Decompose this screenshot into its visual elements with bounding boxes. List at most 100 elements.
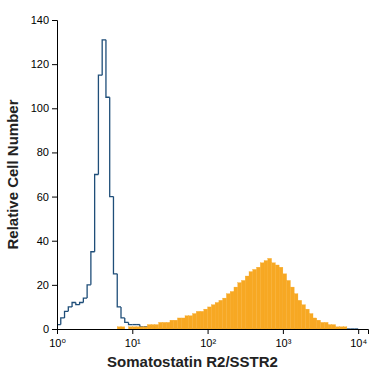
histogram-bar xyxy=(110,329,114,330)
histogram-bar xyxy=(223,298,227,329)
x-tick-mark xyxy=(283,329,284,334)
x-tick-mark xyxy=(358,329,359,334)
histogram-bar xyxy=(328,325,332,329)
histogram-bar xyxy=(238,283,242,329)
histogram-bar xyxy=(272,263,276,329)
histogram-bar xyxy=(196,311,200,329)
x-tick-mark xyxy=(208,329,209,334)
series-1 xyxy=(117,258,347,329)
histogram-bar xyxy=(305,309,309,329)
histogram-step xyxy=(91,252,95,285)
x-tick-label: 10¹ xyxy=(125,337,141,349)
y-tick-label: 100 xyxy=(31,102,49,114)
histogram-bar xyxy=(298,300,302,329)
histogram-bar xyxy=(68,329,72,330)
histogram-bar xyxy=(354,329,358,330)
histogram-bar xyxy=(290,287,294,329)
x-tick-label: 10⁰ xyxy=(49,337,66,349)
histogram-bar xyxy=(208,307,212,329)
x-tick: 10³ xyxy=(275,329,291,349)
histogram-bar xyxy=(260,263,264,329)
histogram-bar xyxy=(159,322,163,329)
y-tick: 100 xyxy=(31,102,57,114)
histogram-bar xyxy=(245,276,249,329)
histogram-step xyxy=(110,97,114,196)
histogram-bar xyxy=(155,325,159,329)
histogram-bar xyxy=(132,327,136,329)
x-axis-title: Somatostatin R2/SSTR2 xyxy=(107,353,278,370)
histogram-bar xyxy=(102,329,106,330)
histogram-bar xyxy=(230,291,234,329)
histogram-bar xyxy=(211,305,215,329)
histogram-bar xyxy=(106,329,110,330)
histogram-bar xyxy=(136,327,140,329)
histogram-step xyxy=(106,40,110,97)
histogram-bar xyxy=(279,267,283,329)
histogram-bar xyxy=(257,267,261,329)
histogram-bar xyxy=(215,303,219,329)
histogram-bar xyxy=(332,325,336,329)
histogram-step xyxy=(140,325,144,327)
histogram-step xyxy=(83,298,87,302)
series-0 xyxy=(57,40,358,329)
histogram-bar xyxy=(193,314,197,329)
y-tick-mark xyxy=(52,197,57,198)
histogram-bar xyxy=(140,327,144,329)
y-tick: 40 xyxy=(37,235,57,247)
y-tick-label: 40 xyxy=(37,235,49,247)
y-axis-title: Relative Cell Number xyxy=(4,99,21,249)
histogram-step xyxy=(117,274,121,307)
histogram-bar xyxy=(185,316,189,329)
histogram-bar xyxy=(309,314,313,329)
histogram-bar xyxy=(147,325,151,329)
histogram-bar xyxy=(170,320,174,329)
y-tick-label: 120 xyxy=(31,58,49,70)
histogram-step xyxy=(351,328,355,329)
x-tick: 10⁰ xyxy=(49,329,66,349)
y-tick-mark xyxy=(52,152,57,153)
histogram-bar xyxy=(151,325,155,329)
y-tick-label: 0 xyxy=(43,323,49,335)
histogram-bar xyxy=(226,294,230,329)
histogram-bar xyxy=(91,329,95,330)
x-axis-line xyxy=(58,330,369,335)
y-tick: 120 xyxy=(31,58,57,70)
histogram-bar xyxy=(200,311,204,329)
histogram-step xyxy=(347,328,351,329)
histogram-bar xyxy=(275,265,279,329)
y-tick: 20 xyxy=(37,279,57,291)
y-tick: 0 xyxy=(43,323,57,335)
histogram-bar xyxy=(343,327,347,329)
histogram-bar xyxy=(351,329,355,330)
histogram-bar xyxy=(72,329,76,330)
histogram-step xyxy=(80,303,84,305)
histogram-bar xyxy=(162,322,166,329)
y-tick: 80 xyxy=(37,146,57,158)
histogram-bar xyxy=(313,318,317,329)
histogram-bar xyxy=(129,327,133,329)
histogram-step xyxy=(132,324,136,325)
histogram-bar xyxy=(253,269,257,329)
y-tick-mark xyxy=(52,285,57,286)
histogram-bar xyxy=(61,329,65,330)
histogram-bar xyxy=(121,327,125,329)
histogram-bar xyxy=(117,327,121,329)
histogram-bar xyxy=(204,309,208,329)
x-tick: 10¹ xyxy=(125,329,141,349)
histogram-bar xyxy=(174,320,178,329)
x-tick-mark xyxy=(132,329,133,334)
histogram-bar xyxy=(95,329,99,330)
x-tick-label: 10⁴ xyxy=(350,337,367,349)
histogram-step xyxy=(98,75,102,174)
histogram-bar xyxy=(219,300,223,329)
histogram-step xyxy=(87,285,91,298)
histogram-bar xyxy=(249,272,253,329)
histogram-bar xyxy=(144,327,148,329)
histogram-bar xyxy=(189,316,193,329)
histogram-bar xyxy=(65,329,69,330)
x-tick: 10² xyxy=(200,329,216,349)
y-tick-label: 60 xyxy=(37,191,49,203)
y-tick: 60 xyxy=(37,191,57,203)
histogram-bar xyxy=(80,329,84,330)
histogram-bar xyxy=(87,329,91,330)
